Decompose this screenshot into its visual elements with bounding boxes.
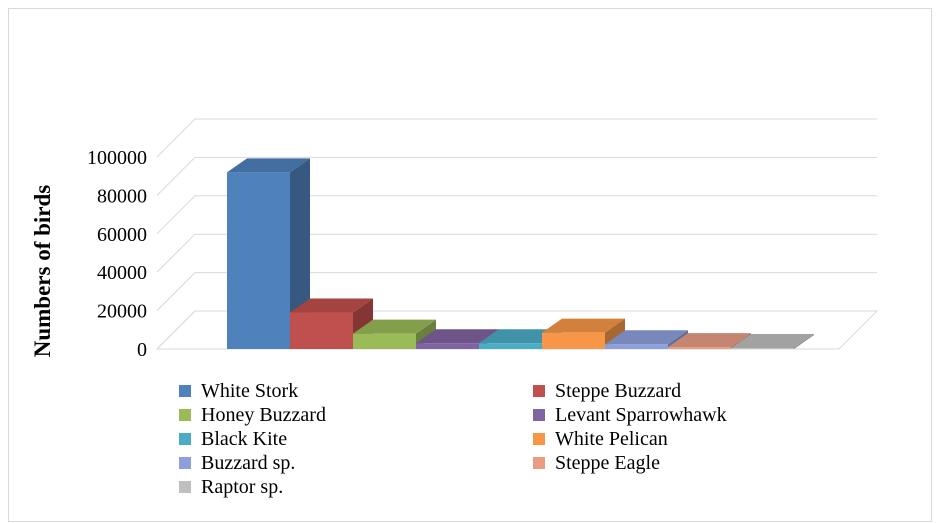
bar-front — [731, 348, 794, 349]
bar-side — [794, 334, 814, 349]
bar-chart: 0 20000 40000 60000 80000 100000 Numbers of b… — [30, 118, 879, 361]
gridline — [156, 272, 877, 311]
legend-item: White Pelican — [533, 427, 668, 451]
y-tick-label: 60000 — [97, 224, 147, 246]
legend-label: Steppe Eagle — [555, 451, 660, 474]
bar-top — [353, 319, 436, 334]
bar-front — [605, 344, 668, 349]
legend-item: Black Kite — [179, 427, 287, 451]
bar-front — [542, 332, 605, 349]
legend-swatch — [179, 481, 191, 493]
y-tick-label: 0 — [137, 339, 147, 361]
legend-item: White Stork — [179, 379, 298, 403]
gridline — [156, 156, 877, 196]
legend-swatch — [179, 457, 191, 469]
bar — [731, 334, 814, 349]
bar-front — [416, 343, 479, 349]
gridlines — [155, 118, 879, 350]
legend-swatch — [179, 385, 191, 397]
bar-top — [227, 158, 310, 173]
legend-item: Steppe Eagle — [533, 451, 660, 475]
legend-label: Buzzard sp. — [201, 451, 296, 474]
gridline — [156, 118, 877, 158]
legend-item: Steppe Buzzard — [533, 379, 681, 403]
legend-item: Buzzard sp. — [179, 451, 295, 475]
legend-label: Honey Buzzard — [201, 403, 326, 426]
bar-front — [353, 333, 416, 349]
bar-side — [290, 158, 310, 349]
y-tick-label: 20000 — [97, 301, 147, 323]
chart-frame: 0 20000 40000 60000 80000 100000 Numbers of b… — [8, 8, 932, 522]
legend-item: Raptor sp. — [179, 475, 283, 499]
gridline — [156, 233, 877, 273]
legend-label: Steppe Buzzard — [555, 379, 682, 402]
legend-label: Levant Sparrowhawk — [555, 403, 727, 426]
legend-swatch — [533, 457, 545, 469]
bar-top — [479, 329, 562, 344]
bar-front — [227, 172, 290, 349]
legend-label: Raptor sp. — [201, 475, 284, 498]
legend-swatch — [179, 409, 191, 421]
bar-top — [731, 334, 814, 349]
bars — [227, 158, 814, 349]
legend-label: White Pelican — [555, 427, 668, 450]
bar — [542, 318, 625, 349]
legend-swatch — [533, 433, 545, 445]
bar-front — [479, 343, 542, 349]
bar-top — [542, 318, 625, 333]
bar-front — [290, 312, 353, 349]
legend-label: White Stork — [201, 379, 299, 402]
y-axis-title: Numbers of birds — [30, 185, 55, 358]
bar — [227, 158, 310, 349]
gridline — [156, 195, 877, 235]
y-tick-label: 80000 — [97, 185, 147, 207]
legend-swatch — [179, 433, 191, 445]
bar-top — [605, 330, 688, 345]
legend-swatch — [533, 409, 545, 421]
legend-swatch — [533, 385, 545, 397]
legend-label: Black Kite — [201, 427, 288, 450]
y-tick-label: 100000 — [87, 147, 147, 169]
bar-top — [290, 298, 373, 313]
bar-top — [416, 329, 499, 344]
y-tick-label: 40000 — [97, 262, 147, 284]
bar-top — [668, 333, 751, 348]
legend-item: Honey Buzzard — [179, 403, 326, 427]
bar-front — [668, 347, 731, 349]
y-tick-labels: 0 20000 40000 60000 80000 100000 — [87, 147, 147, 361]
legend-item: Levant Sparrowhawk — [533, 403, 727, 427]
